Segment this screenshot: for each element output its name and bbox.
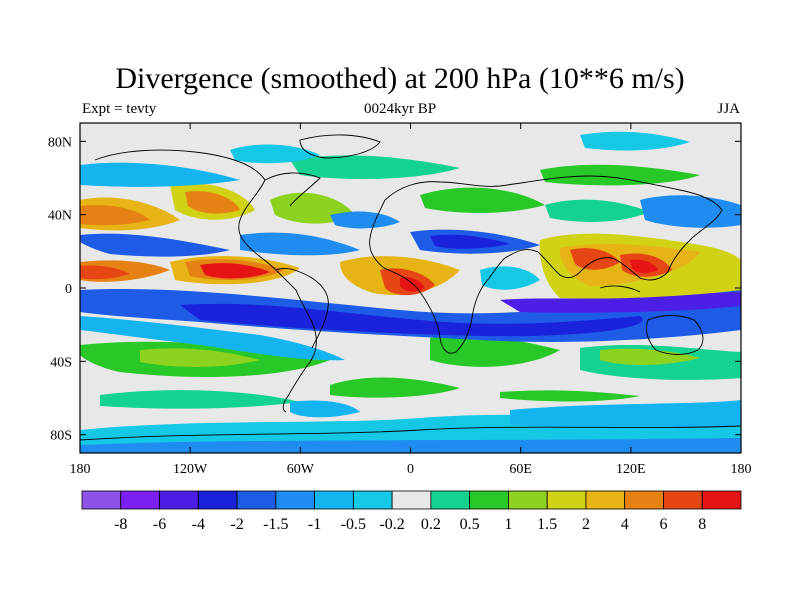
season-label: JJA [717,101,740,117]
colorbar: -8 -6 -4 -2 -1.5 -1 -0.5 -0.2 0.2 0.5 1 1.5 2 4 6 8 [81,490,742,533]
colorbar-swatch [391,490,432,510]
lon-tick-label: 0 [407,462,414,477]
lon-tick-label: 180 [731,462,752,477]
lat-tick-label: 80N [48,135,72,150]
colorbar-swatch [508,490,548,510]
colorbar-label: -6 [153,516,166,533]
colorbar-swatch [236,490,277,510]
lat-tick-label: 0 [65,282,72,297]
colorbar-swatch [430,490,471,510]
colorbar-label: 0.5 [460,516,480,533]
lat-tick-label: 80S [50,429,72,444]
colorbar-label: -0.5 [341,516,366,533]
colorbar-label: -0.2 [379,516,404,533]
colorbar-label: 1 [504,516,512,533]
colorbar-swatch [701,490,742,510]
colorbar-label: 1.5 [537,516,557,533]
colorbar-label: -8 [114,516,127,533]
lon-tick-label: 120E [616,462,646,477]
colorbar-swatch [314,490,354,510]
colorbar-swatch [663,490,703,510]
colorbar-swatch [120,490,160,510]
colorbar-swatch [159,490,199,510]
colorbar-label: -4 [192,516,205,533]
colorbar-label: 4 [621,516,629,533]
colorbar-swatch [585,490,626,510]
colorbar-label: 0.2 [421,516,441,533]
coastlines [80,134,741,441]
colorbar-swatch [546,490,587,510]
colorbar-label: 6 [659,516,667,533]
map-title: Divergence (smoothed) at 200 hPa (10**6 … [115,62,685,95]
colorbar-label: 2 [582,516,590,533]
lon-tick-label: 60W [287,462,315,477]
divergence-field [80,123,741,453]
colorbar-swatch [352,490,393,510]
colorbar-swatch [624,490,664,510]
colorbar-swatch [197,490,238,510]
lon-tick-label: 180 [70,462,91,477]
colorbar-swatch [275,490,315,510]
lat-tick-label: 40N [48,209,72,224]
colorbar-label: -1.5 [263,516,288,533]
colorbar-swatch [81,490,122,510]
lon-tick-label: 60E [509,462,532,477]
map-axes: 80N 40N 0 40S 80S 180 120W 60W 0 60E 120E 180 [48,123,752,477]
colorbar-label: -1 [308,516,321,533]
colorbar-swatch [469,490,509,510]
experiment-label: Expt = tevty [82,101,157,117]
colorbar-label: 8 [698,516,706,533]
lat-tick-label: 40S [50,355,72,370]
colorbar-label: -2 [230,516,243,533]
lon-tick-label: 120W [173,462,208,477]
time-label: 0024kyr BP [363,101,437,117]
